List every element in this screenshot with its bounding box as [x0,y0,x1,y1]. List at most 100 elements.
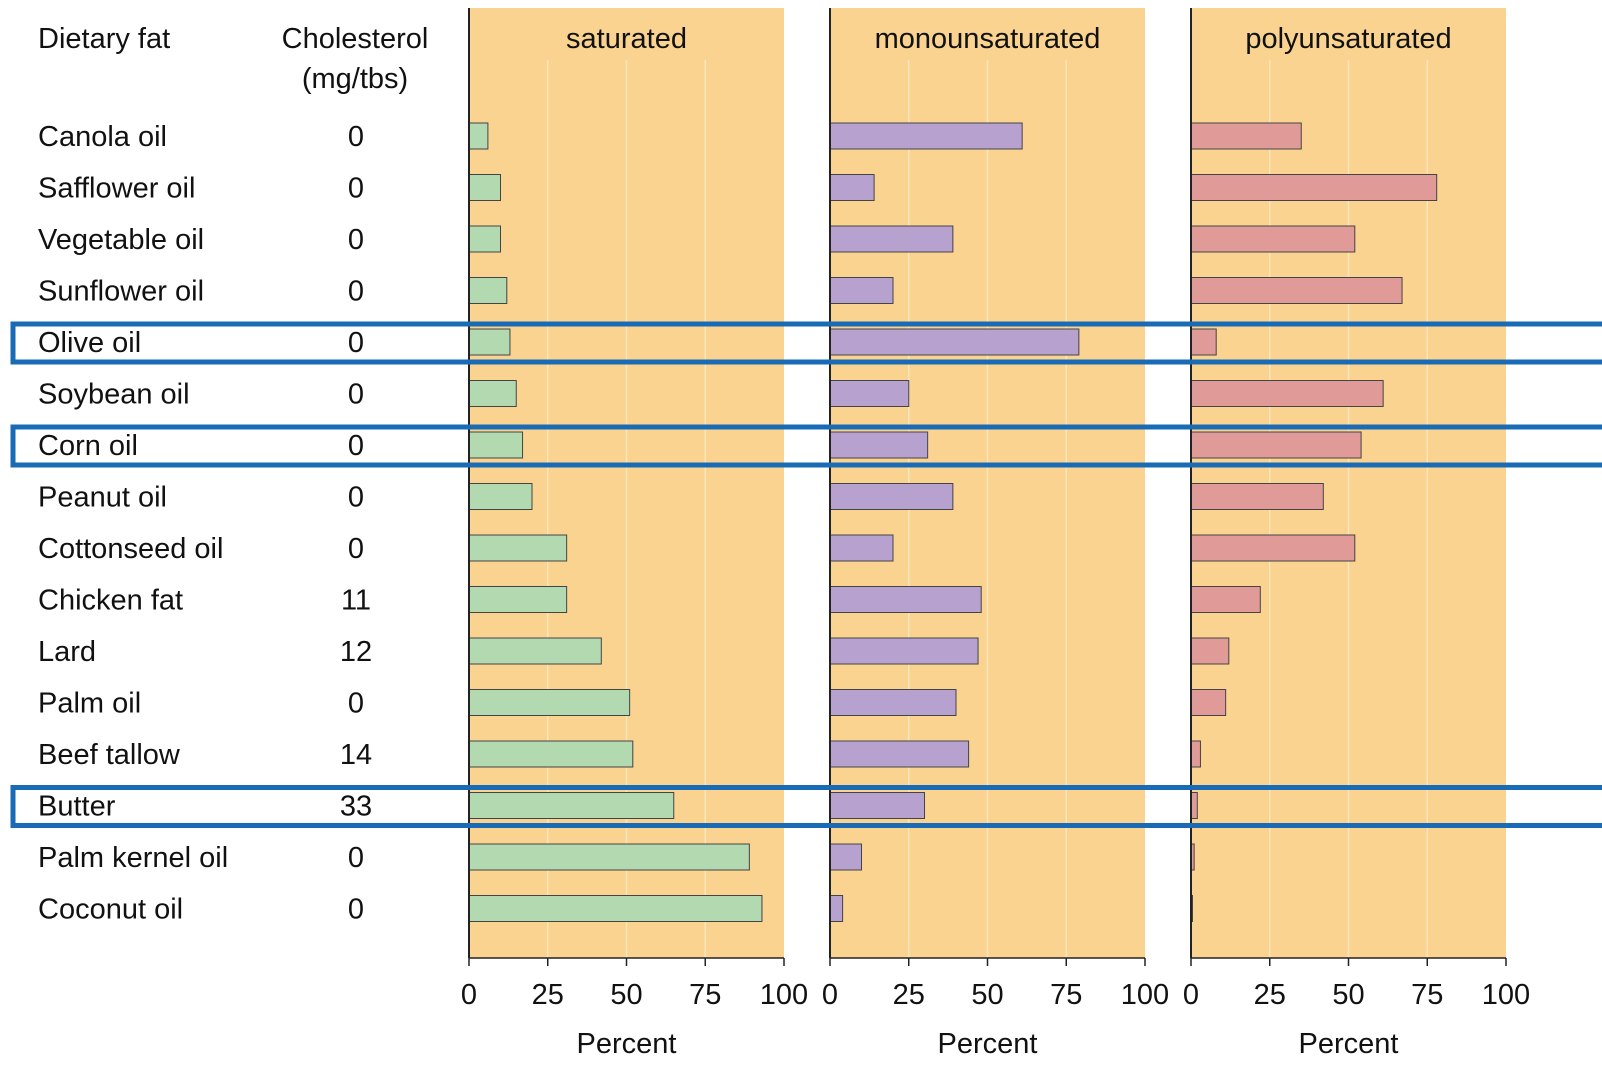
bar-saturated [468,895,763,922]
x-tick-label: 100 [1121,979,1169,1011]
bar-saturated [468,637,602,665]
bar-monounsaturated [829,225,954,253]
bar-monounsaturated [829,174,875,201]
row-labels: Canola oil 0 Safflower oil 0 Vegetable oil 0 S… [38,121,372,926]
headers: Dietary fat Cholesterol (mg/tbs) [38,23,428,95]
bar-polyunsaturated [1190,534,1356,562]
bar-saturated [468,689,631,716]
highlight-box [10,424,1602,468]
bar-saturated [468,740,634,768]
category-label: Cottonseed oil [38,533,223,565]
bar-monounsaturated [829,586,982,613]
bar-saturated [468,225,501,253]
category-label: Palm kernel oil [38,842,228,874]
highlight-boxes [10,321,1602,828]
x-axis-label: Percent [1299,1028,1399,1060]
bar-saturated [468,380,517,407]
x-tick-label: 50 [610,979,642,1011]
category-label: Safflower oil [38,173,195,205]
category-label: Canola oil [38,121,167,153]
bar-saturated [468,534,568,562]
bar-monounsaturated [829,534,894,562]
category-label: Sunflower oil [38,276,204,308]
bar-monounsaturated [829,843,862,871]
x-tick-label: 25 [893,979,925,1011]
x-tick-label: 75 [1050,979,1082,1011]
cholesterol-value: 0 [348,430,364,462]
bar-monounsaturated [829,483,954,510]
bar-polyunsaturated [1190,483,1324,510]
bar-polyunsaturated [1190,122,1302,150]
bar-polyunsaturated [1190,586,1261,613]
bar-saturated [468,277,508,304]
category-label: Butter [38,791,116,823]
x-tick-label: 75 [689,979,721,1011]
cholesterol-value: 0 [348,276,364,308]
cholesterol-value: 0 [348,173,364,205]
category-label: Olive oil [38,327,141,359]
cholesterol-header: Cholesterol [282,23,429,55]
category-label: Soybean oil [38,379,190,411]
panel-saturated: saturated 0 25 50 75 100 Percent [461,8,808,1060]
panel-title: polyunsaturated [1245,23,1451,55]
bar-polyunsaturated [1190,328,1217,356]
cholesterol-value: 0 [348,533,364,565]
cholesterol-value: 0 [348,688,364,720]
bar-polyunsaturated [1190,380,1384,407]
x-tick-label: 25 [532,979,564,1011]
bar-polyunsaturated [1190,431,1362,459]
x-tick-label: 0 [1183,979,1199,1011]
bar-monounsaturated [829,328,1080,356]
bar-polyunsaturated [1190,637,1230,665]
x-tick-label: 25 [1254,979,1286,1011]
bar-polyunsaturated [1190,174,1438,201]
bar-saturated [468,483,533,510]
highlight-box [10,785,1602,828]
panel-monounsaturated: monounsaturated 0 25 50 75 100 Percent [822,8,1169,1060]
cholesterol-value: 14 [340,739,372,771]
bar-saturated [468,174,501,201]
panel-title: saturated [566,23,687,55]
bar-saturated [468,843,750,871]
x-tick-label: 0 [822,979,838,1011]
bar-monounsaturated [829,740,970,768]
cholesterol-value: 0 [348,224,364,256]
x-axis-label: Percent [577,1028,677,1060]
bar-monounsaturated [829,637,979,665]
highlight-box [10,321,1602,365]
bar-saturated [468,122,489,150]
bar-monounsaturated [829,277,894,304]
x-tick-label: 50 [971,979,1003,1011]
cholesterol-value: 12 [340,636,372,668]
category-label: Chicken fat [38,585,183,617]
bar-saturated [468,586,568,613]
x-tick-label: 100 [1482,979,1530,1011]
category-label: Corn oil [38,430,138,462]
category-label: Peanut oil [38,482,167,514]
bar-saturated [468,431,524,459]
bar-polyunsaturated [1190,277,1403,304]
x-tick-label: 50 [1332,979,1364,1011]
cholesterol-value: 33 [340,791,372,823]
cholesterol-unit: (mg/tbs) [302,63,408,95]
cholesterol-value: 0 [348,379,364,411]
cholesterol-value: 0 [348,894,364,926]
category-header: Dietary fat [38,23,170,55]
panel-polyunsaturated: polyunsaturated 0 25 50 75 100 Percent [1183,8,1530,1060]
cholesterol-value: 0 [348,327,364,359]
x-tick-label: 100 [760,979,808,1011]
bar-monounsaturated [829,689,957,716]
category-label: Coconut oil [38,894,183,926]
bar-monounsaturated [829,792,925,819]
x-axis-label: Percent [938,1028,1038,1060]
x-tick-label: 75 [1411,979,1443,1011]
category-label: Palm oil [38,688,141,720]
x-tick-label: 0 [461,979,477,1011]
cholesterol-value: 0 [348,482,364,514]
bar-monounsaturated [829,122,1023,150]
bar-saturated [468,792,675,819]
bar-monounsaturated [829,431,929,459]
category-label: Vegetable oil [38,224,204,256]
